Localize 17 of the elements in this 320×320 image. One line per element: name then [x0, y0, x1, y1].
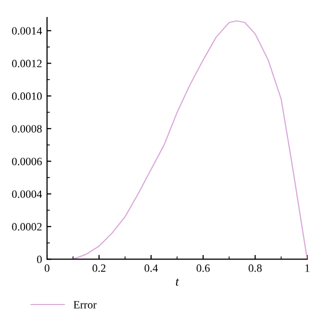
y-tick-label: 0.0010: [12, 92, 42, 100]
y-tick-label: 0.0014: [12, 27, 42, 35]
x-axis-title: t: [176, 278, 180, 286]
y-tick-label: 0: [37, 256, 42, 264]
y-tick-label: 0.0006: [12, 158, 42, 166]
x-tick-label: 0: [44, 264, 50, 272]
y-tick-label: 0.0002: [12, 223, 42, 231]
x-tick-label: 0.2: [92, 264, 106, 272]
x-tick-label: 0.4: [144, 264, 158, 272]
line-series: [72, 20, 308, 260]
legend-label: Error: [74, 301, 97, 308]
x-tick-label: 1: [305, 264, 310, 272]
y-tick-label: 0.0012: [12, 60, 42, 68]
x-tick-label: 0.6: [196, 264, 210, 272]
x-tick-label: 0.8: [248, 264, 262, 272]
y-tick-label: 0.0004: [12, 190, 42, 198]
y-tick-label: 0.0008: [12, 125, 42, 133]
